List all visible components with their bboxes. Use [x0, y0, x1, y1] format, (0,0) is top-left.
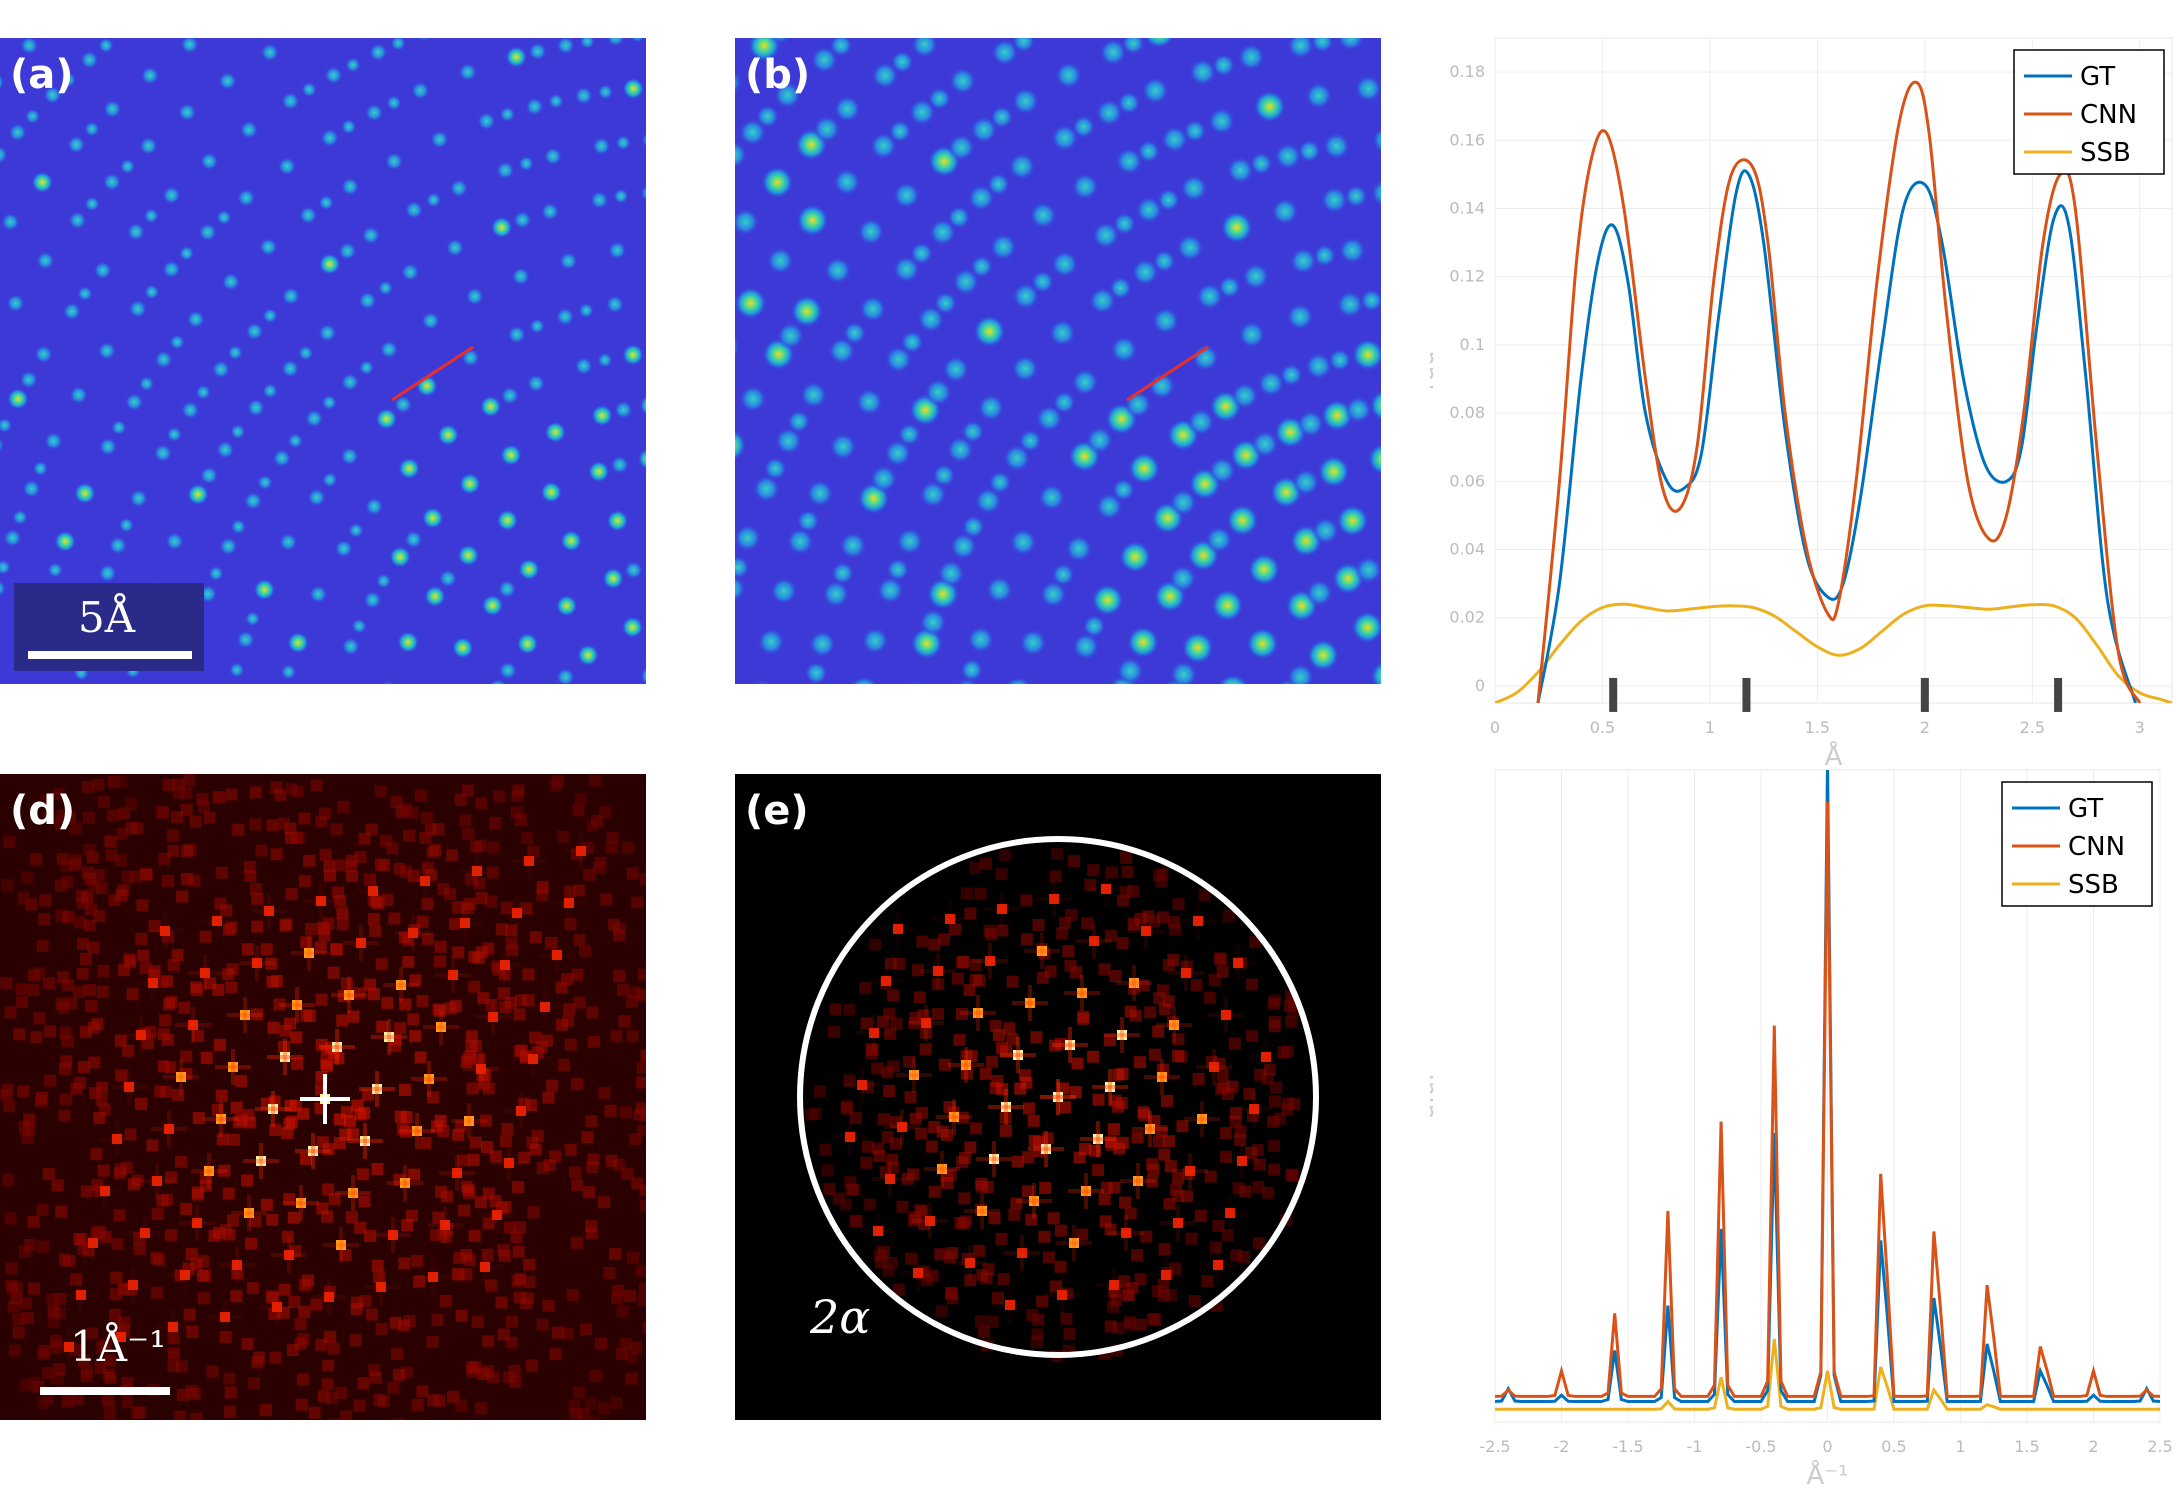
y-tick-label: 0.12: [1449, 267, 1485, 286]
panel-e-letter: (e): [745, 788, 809, 834]
x-tick-label: -2.5: [1479, 1437, 1510, 1456]
legend-label-gt: GT: [2068, 794, 2103, 824]
scale-bar-reciprocal: [40, 1387, 170, 1395]
y-tick-label: 0: [1475, 676, 1485, 695]
spectrum-chart: -2.5 -2 -1.5 -1 -0.5 0 0.5 1 1.5 2 2.5 Å⁻¹ a.u. GT CNN…: [1430, 760, 2175, 1493]
y-tick-label: 0.16: [1449, 130, 1485, 149]
y-tick-label: 0.1: [1460, 335, 1485, 354]
y-tick-label: 0.06: [1449, 471, 1485, 490]
y-axis-label: a.u.: [1430, 1073, 1439, 1118]
panel-d-image: (d) 1Å⁻¹: [0, 774, 646, 1420]
legend: GT CNN SSB: [2014, 50, 2164, 174]
panel-b-atom-map: [735, 38, 1381, 684]
x-tick-label: 0.5: [1881, 1437, 1906, 1456]
x-tick-label: 0.5: [1590, 718, 1615, 737]
x-tick-label: 1.5: [1805, 718, 1830, 737]
x-tick-label: 0: [1822, 1437, 1832, 1456]
line-profile-chart-svg: 0 0.5 1 1.5 2 2.5 3 0 0.02 0.04 0.06 0.08 0.1 0.12 0.1…: [1430, 20, 2175, 770]
legend-label-ssb: SSB: [2080, 138, 2131, 168]
x-tick-label: 3: [2135, 718, 2145, 737]
scale-box: 5Å: [14, 583, 204, 671]
panel-d-letter: (d): [10, 788, 75, 834]
atom-position-marker: [1742, 678, 1750, 712]
x-tick-label: -1: [1687, 1437, 1703, 1456]
atom-position-marker: [2054, 678, 2062, 712]
spectrum-chart-svg: -2.5 -2 -1.5 -1 -0.5 0 0.5 1 1.5 2 2.5 Å⁻¹ a.u. GT CNN…: [1430, 760, 2175, 1493]
aperture-label: 2α: [810, 1290, 870, 1344]
y-tick-label: 0.02: [1449, 608, 1485, 627]
panel-b-image: (b): [735, 38, 1381, 684]
y-tick-label: 0.04: [1449, 540, 1485, 559]
x-tick-label: -0.5: [1745, 1437, 1776, 1456]
atom-position-marker: [1609, 678, 1617, 712]
legend-label-cnn: CNN: [2068, 832, 2125, 862]
legend-label-gt: GT: [2080, 62, 2115, 92]
x-tick-label: 0: [1490, 718, 1500, 737]
legend: GT CNN SSB: [2002, 782, 2152, 906]
scale-bar: [28, 651, 192, 659]
x-tick-label: 2: [1920, 718, 1930, 737]
x-tick-label: 2.5: [2147, 1437, 2172, 1456]
x-axis-label: Å⁻¹: [1807, 1459, 1849, 1491]
panel-e-image: (e) 2α: [735, 774, 1381, 1420]
panel-b-letter: (b): [745, 52, 810, 98]
y-tick-label: 0.14: [1449, 199, 1485, 218]
y-axis-label: rad: [1430, 351, 1439, 391]
legend-label-ssb: SSB: [2068, 870, 2119, 900]
x-tick-label: 1: [1955, 1437, 1965, 1456]
line-profile-chart: 0 0.5 1 1.5 2 2.5 3 0 0.02 0.04 0.06 0.08 0.1 0.12 0.1…: [1430, 20, 2175, 770]
x-tick-label: 1.5: [2014, 1437, 2039, 1456]
y-tick-label: 0.08: [1449, 403, 1485, 422]
x-tick-label: 1: [1705, 718, 1715, 737]
x-tick-label: -1.5: [1612, 1437, 1643, 1456]
central-beam-vertical: [323, 1074, 327, 1124]
x-tick-label: -2: [1554, 1437, 1570, 1456]
y-tick-label: 0.18: [1449, 62, 1485, 81]
atom-position-marker: [1921, 678, 1929, 712]
x-tick-label: 2.5: [2020, 718, 2045, 737]
x-tick-label: 2: [2088, 1437, 2098, 1456]
legend-label-cnn: CNN: [2080, 100, 2137, 130]
panel-a-letter: (a): [10, 52, 74, 98]
panel-a-image: (a) 5Å: [0, 38, 646, 684]
scale-label-reciprocal: 1Å⁻¹: [70, 1322, 166, 1371]
scale-label: 5Å: [78, 593, 135, 642]
